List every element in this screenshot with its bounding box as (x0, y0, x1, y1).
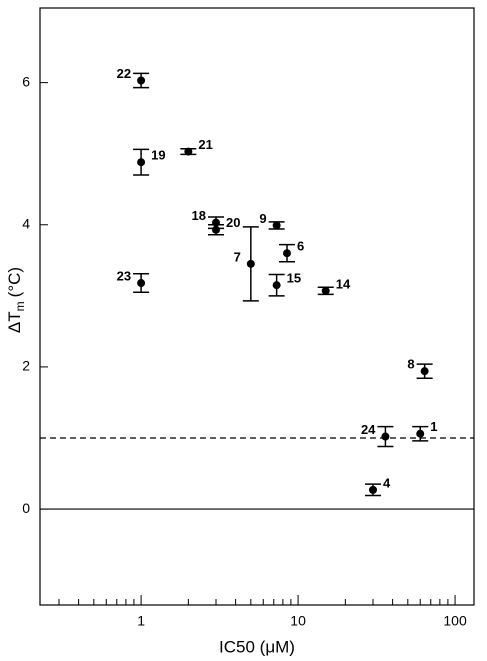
x-axis-label: IC50 (μM) (219, 637, 295, 656)
point (381, 432, 390, 441)
y-label-main: ΔT (5, 311, 24, 333)
point-label: 22 (117, 66, 131, 81)
y-tick-label: 2 (22, 358, 30, 374)
point-label: 21 (198, 137, 212, 152)
point (246, 259, 255, 268)
point-label: 15 (287, 271, 301, 286)
point (416, 429, 425, 438)
point (137, 76, 146, 85)
x-tick-label: 100 (443, 613, 467, 629)
point-label: 18 (192, 208, 206, 223)
point-label: 9 (259, 211, 266, 226)
x-tick-label: 1 (137, 613, 145, 629)
y-tick-label: 4 (22, 215, 30, 231)
point (137, 279, 146, 288)
y-label-sub: m (13, 301, 27, 311)
point (211, 225, 220, 234)
point-label: 7 (234, 249, 241, 264)
point (184, 147, 193, 156)
y-label-unit: (°C) (5, 267, 24, 297)
point (283, 249, 292, 258)
point-label: 24 (361, 422, 376, 437)
point (321, 286, 330, 295)
point-label: 8 (407, 357, 414, 372)
plot-frame (39, 7, 475, 606)
point-label: 19 (151, 148, 165, 163)
point-label: 23 (117, 268, 131, 283)
point-label: 1 (430, 419, 437, 434)
point (137, 158, 146, 167)
point (420, 367, 429, 376)
point-label: 14 (336, 276, 351, 291)
y-tick-label: 6 (22, 73, 30, 89)
point-label: 6 (297, 239, 304, 254)
point-label: 20 (226, 215, 240, 230)
y-tick-label: 0 (22, 500, 30, 516)
point (272, 221, 281, 230)
x-tick-label: 10 (290, 613, 306, 629)
point (272, 281, 281, 290)
y-axis-label: ΔTm (°C) (5, 267, 27, 333)
point (368, 485, 377, 494)
point-label: 4 (383, 475, 391, 490)
